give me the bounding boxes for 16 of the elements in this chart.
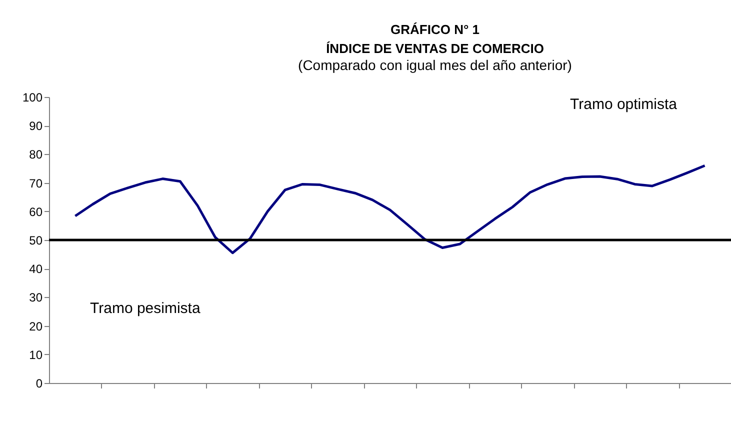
y-tick-label: 90 bbox=[29, 119, 43, 134]
y-tick-label: 20 bbox=[29, 319, 43, 334]
y-tick-label: 10 bbox=[29, 348, 43, 362]
chart-title: GRÁFICO N° 1 ÍNDICE DE VENTAS DE COMERCIO bbox=[326, 22, 544, 56]
y-tick-label: 0 bbox=[36, 376, 43, 390]
chart-subtitle: (Comparado con igual mes del año anterior) bbox=[298, 57, 572, 73]
y-tick-label: 30 bbox=[29, 290, 43, 305]
annotation: Tramo pesimista bbox=[90, 300, 201, 317]
y-tick-label: 70 bbox=[29, 176, 43, 190]
y-tick-label: 80 bbox=[29, 148, 43, 162]
y-tick-label: 100 bbox=[22, 90, 43, 104]
y-tick-label: 50 bbox=[29, 234, 43, 248]
y-tick-label: 40 bbox=[29, 262, 43, 276]
annotation: Tramo optimista bbox=[570, 96, 678, 113]
y-tick-label: 60 bbox=[29, 204, 43, 219]
line-series bbox=[74, 164, 706, 254]
